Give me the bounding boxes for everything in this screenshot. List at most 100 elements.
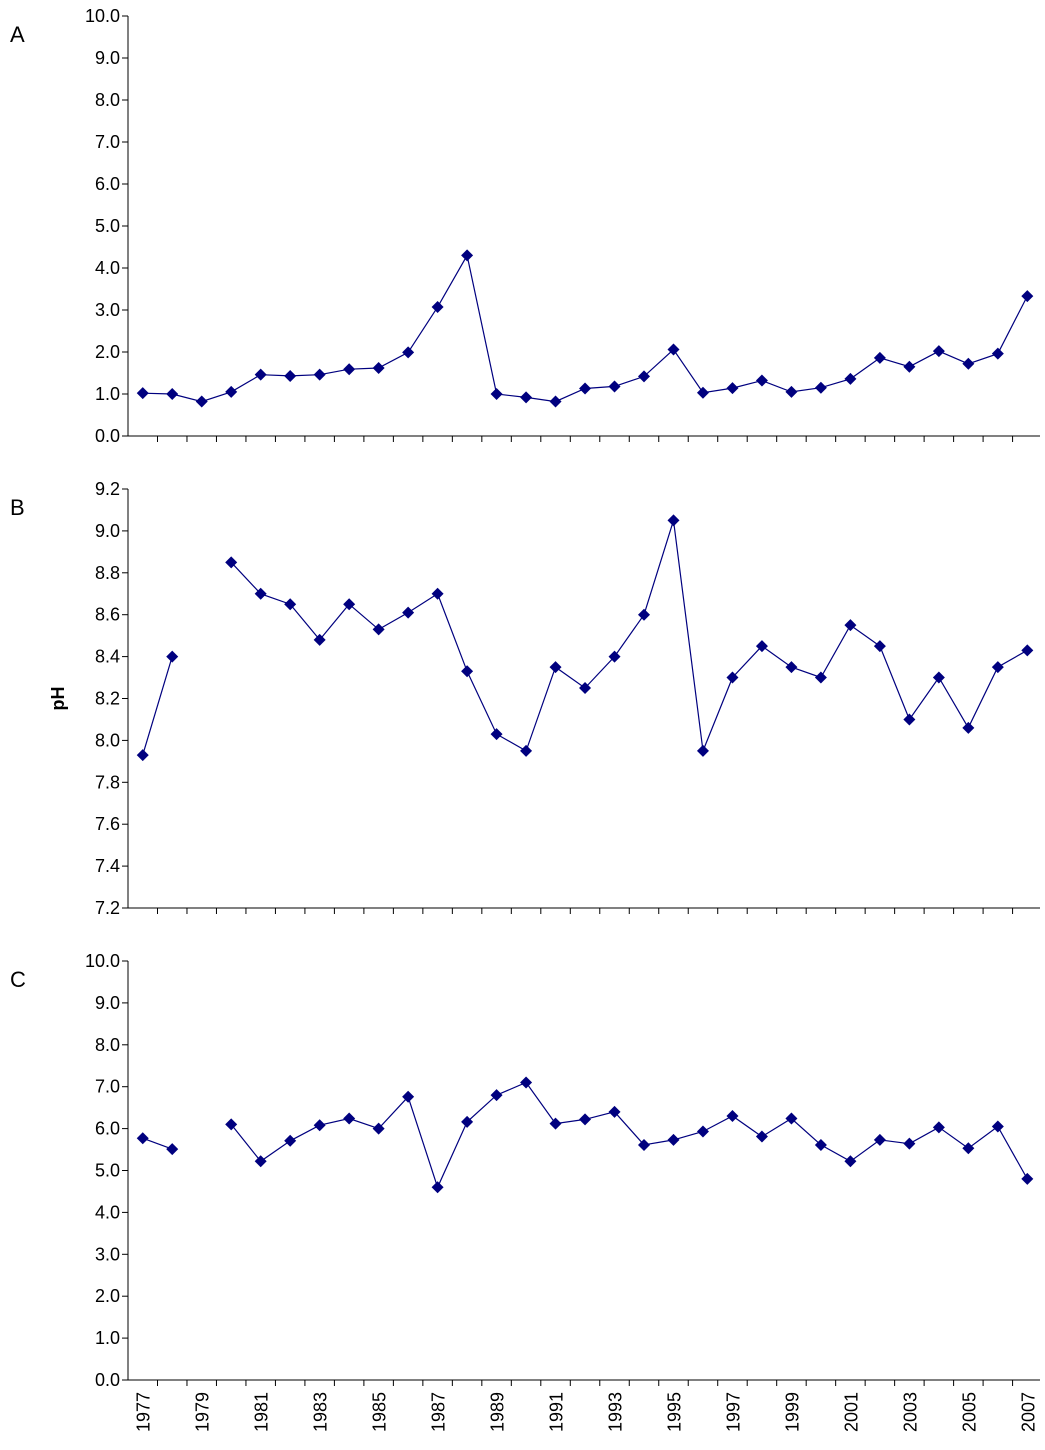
x-tick-label: 1977 <box>134 1392 154 1432</box>
y-tick-label: 7.6 <box>95 814 120 834</box>
data-point <box>520 391 533 404</box>
y-tick-label: 6.0 <box>95 1119 120 1139</box>
y-tick-label: 1.0 <box>95 384 120 404</box>
data-point <box>903 360 916 373</box>
data-point <box>402 606 415 619</box>
data-point <box>1021 644 1034 657</box>
y-tick-label: 9.2 <box>95 479 120 499</box>
data-point <box>343 1112 356 1125</box>
data-point <box>785 385 798 398</box>
data-point <box>490 1089 503 1102</box>
y-tick-label: 7.0 <box>95 132 120 152</box>
x-tick-label: 1985 <box>370 1392 390 1432</box>
x-tick-label: 1991 <box>547 1392 567 1432</box>
data-point <box>696 744 709 757</box>
y-tick-label: 4.0 <box>95 1202 120 1222</box>
data-point <box>932 671 945 684</box>
series-line <box>142 1137 173 1150</box>
data-point <box>195 395 208 408</box>
x-tick-label: 2005 <box>959 1392 979 1432</box>
data-point <box>431 1181 444 1194</box>
data-point <box>579 1113 592 1126</box>
data-point <box>579 682 592 695</box>
data-point <box>431 301 444 314</box>
y-tick-label: 7.0 <box>95 1077 120 1097</box>
data-point <box>903 1137 916 1150</box>
data-point <box>755 640 768 653</box>
data-point <box>313 633 326 646</box>
data-point <box>755 1130 768 1143</box>
panel-label: A <box>10 22 25 47</box>
panel-b: 7.2 7.4 7.6 7.8 8.0 8.2 8.4 8.6 8.8 9.0 9.2 BpH <box>10 479 1040 918</box>
data-point <box>579 382 592 395</box>
data-point <box>726 382 739 395</box>
x-tick-label: 1979 <box>193 1392 213 1432</box>
data-point <box>254 587 267 600</box>
data-point <box>225 556 238 569</box>
data-point <box>313 368 326 381</box>
data-point <box>608 1105 621 1118</box>
data-point <box>343 598 356 611</box>
data-point <box>667 343 680 356</box>
data-point <box>991 1120 1004 1133</box>
data-point <box>873 1133 886 1146</box>
data-point <box>254 1155 267 1168</box>
data-point <box>932 1121 945 1134</box>
data-point <box>608 650 621 663</box>
data-point <box>726 671 739 684</box>
data-point <box>284 1134 297 1147</box>
data-point <box>814 381 827 394</box>
x-tick-label: 2001 <box>841 1392 861 1432</box>
data-point <box>667 514 680 527</box>
y-tick-label: 7.8 <box>95 772 120 792</box>
x-tick-label: 1997 <box>723 1392 743 1432</box>
data-point <box>166 1143 179 1156</box>
data-point <box>638 1138 651 1151</box>
data-point <box>520 1076 533 1089</box>
data-point <box>549 395 562 408</box>
panel-c: 0.0 1.0 2.0 3.0 4.0 5.0 6.0 7.0 8.0 9.0 10.0 C 1977 1… <box>10 951 1040 1432</box>
data-point <box>991 347 1004 360</box>
x-tick-label: 2003 <box>900 1392 920 1432</box>
data-point <box>343 363 356 376</box>
data-point <box>696 1125 709 1138</box>
data-point <box>991 661 1004 674</box>
y-tick-label: 7.2 <box>95 898 120 918</box>
y-tick-label: 2.0 <box>95 342 120 362</box>
data-point <box>372 623 385 636</box>
y-tick-label: 9.0 <box>95 48 120 68</box>
data-point <box>431 587 444 600</box>
data-point <box>785 661 798 674</box>
data-point <box>844 619 857 632</box>
data-point <box>313 1119 326 1132</box>
data-point <box>844 1155 857 1168</box>
y-tick-label: 8.6 <box>95 605 120 625</box>
data-point <box>962 1142 975 1155</box>
y-tick-label: 3.0 <box>95 300 120 320</box>
x-tick-label: 1999 <box>782 1392 802 1432</box>
y-tick-label: 4.0 <box>95 258 120 278</box>
data-point <box>962 721 975 734</box>
y-tick-label: 9.0 <box>95 521 120 541</box>
y-tick-label: 10.0 <box>85 6 120 26</box>
series-line <box>142 656 173 756</box>
data-point <box>638 370 651 383</box>
x-tick-label: 1987 <box>429 1392 449 1432</box>
x-tick-label: 1981 <box>252 1392 272 1432</box>
y-tick-label: 9.0 <box>95 993 120 1013</box>
y-tick-label: 8.0 <box>95 730 120 750</box>
y-tick-label: 5.0 <box>95 216 120 236</box>
series-line <box>230 1081 1028 1189</box>
data-point <box>785 1112 798 1125</box>
data-point <box>814 671 827 684</box>
y-tick-label: 8.0 <box>95 1035 120 1055</box>
y-tick-label: 10.0 <box>85 951 120 971</box>
y-tick-label: 8.8 <box>95 563 120 583</box>
data-point <box>136 1132 149 1145</box>
data-point <box>225 385 238 398</box>
data-point <box>461 249 474 262</box>
x-tick-label: 1993 <box>606 1392 626 1432</box>
data-point <box>667 1133 680 1146</box>
y-tick-label: 8.0 <box>95 90 120 110</box>
